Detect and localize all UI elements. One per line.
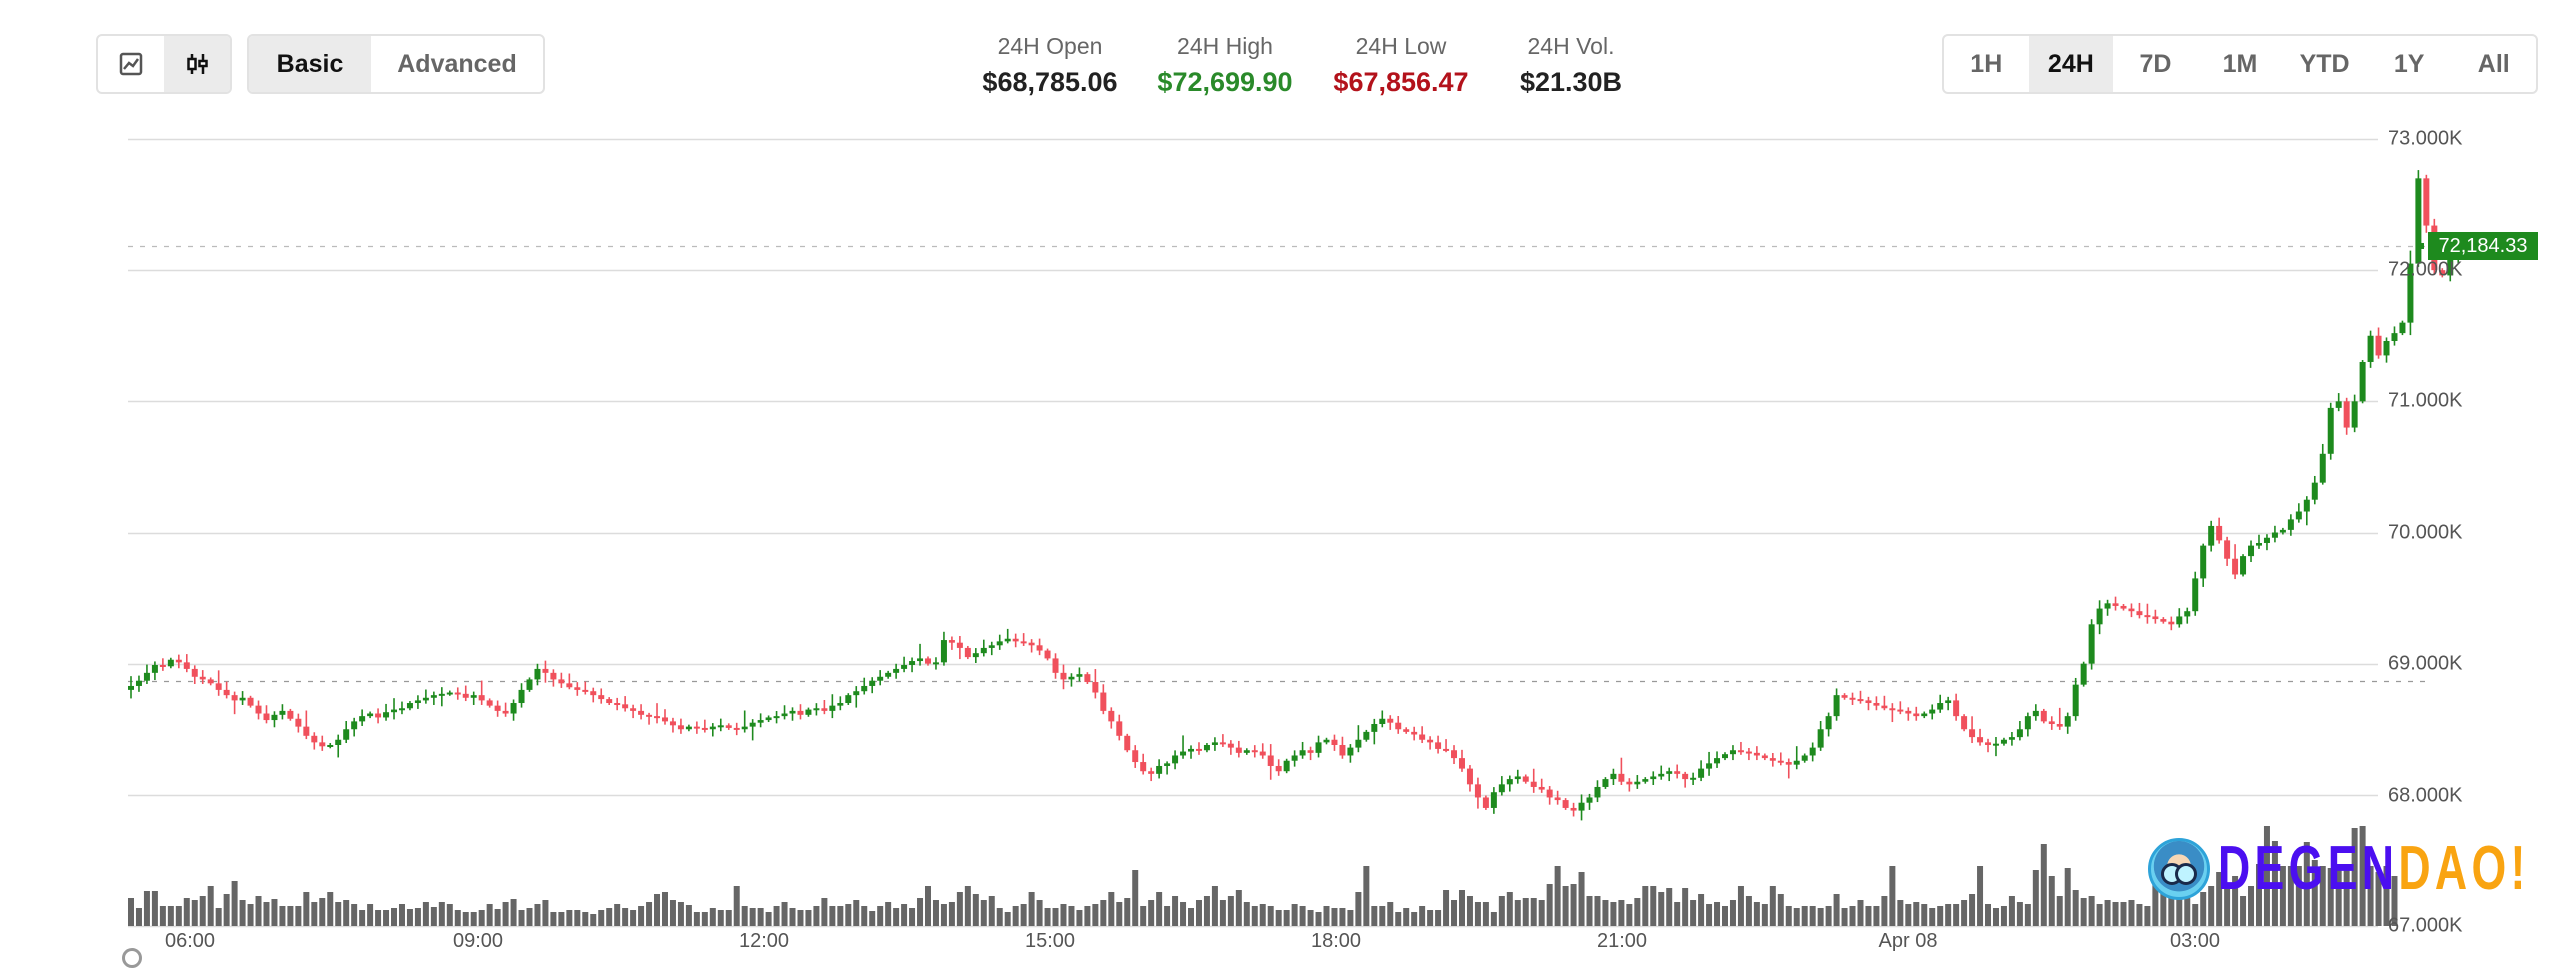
x-tick-label: Apr 08: [1878, 930, 1938, 952]
line-chart-button[interactable]: [98, 36, 164, 92]
range-all[interactable]: All: [2477, 49, 2510, 78]
stat-label: 24H Low: [1355, 33, 1447, 59]
candlestick-icon: [187, 54, 208, 74]
y-tick-label: 69.000K: [2388, 652, 2463, 675]
stat-24h-high: 24H High $72,699.90: [1149, 30, 1301, 102]
basic-mode-button[interactable]: Basic: [249, 36, 371, 92]
line-chart-icon: [119, 52, 143, 76]
y-tick-label: 68.000K: [2388, 784, 2463, 807]
x-tick-label: 12:00: [738, 930, 790, 952]
view-mode-toggle: Basic Advanced: [247, 34, 545, 94]
range-1m[interactable]: 1M: [2222, 49, 2258, 78]
y-tick-label: 72.000K: [2388, 258, 2463, 281]
current-price-tag: 72,184.33: [2428, 232, 2538, 260]
range-ytd[interactable]: YTD: [2299, 49, 2350, 78]
stat-24h-volume: 24H Vol. $21.30B: [1501, 30, 1641, 102]
mascot-logo-icon: [2148, 838, 2210, 900]
y-tick-label: 71.000K: [2388, 389, 2463, 412]
range-1h[interactable]: 1H: [1970, 49, 2003, 78]
stat-24h-low: 24H Low $67,856.47: [1325, 30, 1477, 102]
degendao-watermark: DEGENDAO!: [2148, 838, 2560, 900]
info-icon[interactable]: [122, 948, 142, 968]
stat-value: $67,856.47: [1333, 67, 1469, 97]
stat-value: $68,785.06: [982, 67, 1118, 97]
watermark-text-dao: DAO!: [2398, 834, 2530, 903]
stat-24h-open: 24H Open $68,785.06: [975, 30, 1125, 102]
y-tick-label: 73.000K: [2388, 127, 2463, 150]
x-tick-label: 03:00: [2169, 930, 2221, 952]
range-24h[interactable]: 24H: [2028, 36, 2114, 92]
x-tick-label: 18:00: [1310, 930, 1362, 952]
candlestick-chart-button[interactable]: [164, 36, 230, 92]
stat-label: 24H Vol.: [1527, 33, 1615, 59]
range-1y[interactable]: 1Y: [2393, 49, 2425, 78]
time-range-selector: 1H 24H 7D 1M YTD 1Y All: [1942, 34, 2538, 94]
x-tick-label: 06:00: [164, 930, 216, 952]
stats-bar: 24H Open $68,785.06 24H High $72,699.90 …: [975, 30, 1665, 102]
watermark-text-degen: DEGEN: [2218, 834, 2399, 903]
stat-value: $72,699.90: [1157, 67, 1293, 97]
chart-type-toggle: [96, 34, 232, 94]
range-7d[interactable]: 7D: [2139, 49, 2172, 78]
stat-value: $21.30B: [1519, 67, 1623, 97]
y-tick-label: 70.000K: [2388, 521, 2463, 544]
stat-label: 24H Open: [997, 33, 1103, 59]
x-tick-label: 09:00: [452, 930, 504, 952]
stat-label: 24H High: [1177, 33, 1273, 59]
x-tick-label: 21:00: [1596, 930, 1648, 952]
advanced-mode-button[interactable]: Advanced: [397, 49, 517, 78]
y-tick-label: 67.000K: [2388, 914, 2463, 937]
x-tick-label: 15:00: [1024, 930, 1076, 952]
